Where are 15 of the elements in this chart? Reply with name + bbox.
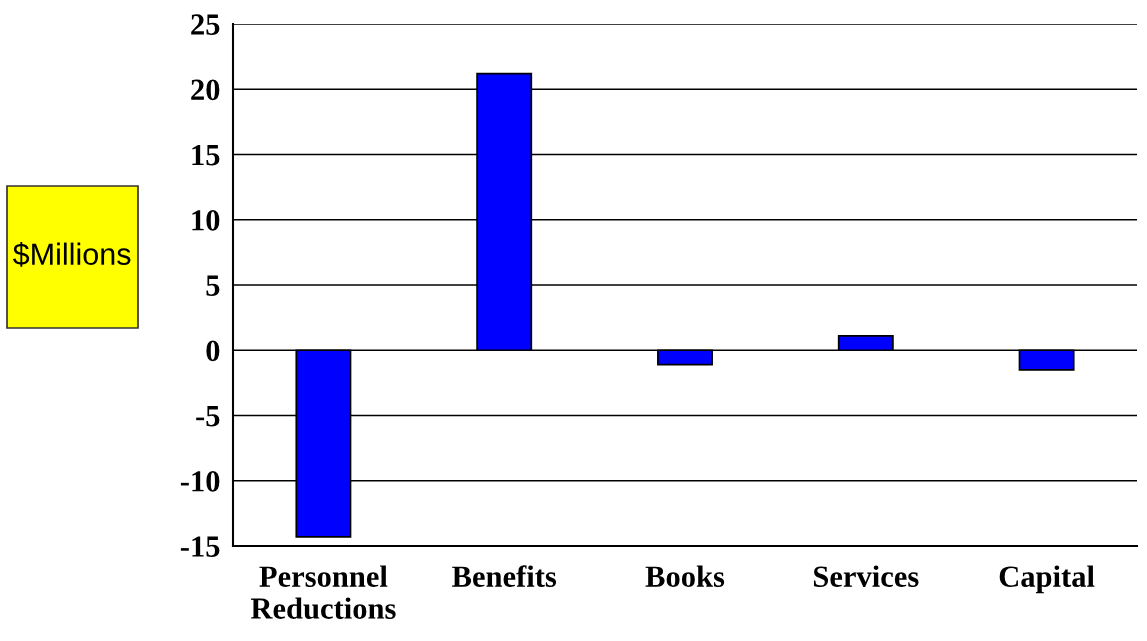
y-axis-title: $Millions (12, 242, 131, 267)
x-tick-label: Capital (999, 565, 1095, 594)
x-tick-label: Personnel Reductions (250, 565, 396, 619)
y-tick-label: -5 (196, 406, 220, 427)
y-tick-label: 10 (192, 210, 220, 231)
y-tick-label: 25 (191, 14, 220, 35)
y-tick-label: 15 (192, 144, 220, 166)
x-tick-label: Books (645, 565, 725, 587)
y-tick-label: 20 (191, 79, 220, 101)
x-tick-label: Benefits (452, 565, 557, 587)
x-tick-label: Services (813, 565, 919, 587)
y-tick-label: 0 (206, 340, 220, 362)
y-tick-label: -10 (180, 471, 220, 492)
y-tick-label: 5 (206, 275, 220, 296)
y-tick-label: -15 (180, 536, 220, 557)
